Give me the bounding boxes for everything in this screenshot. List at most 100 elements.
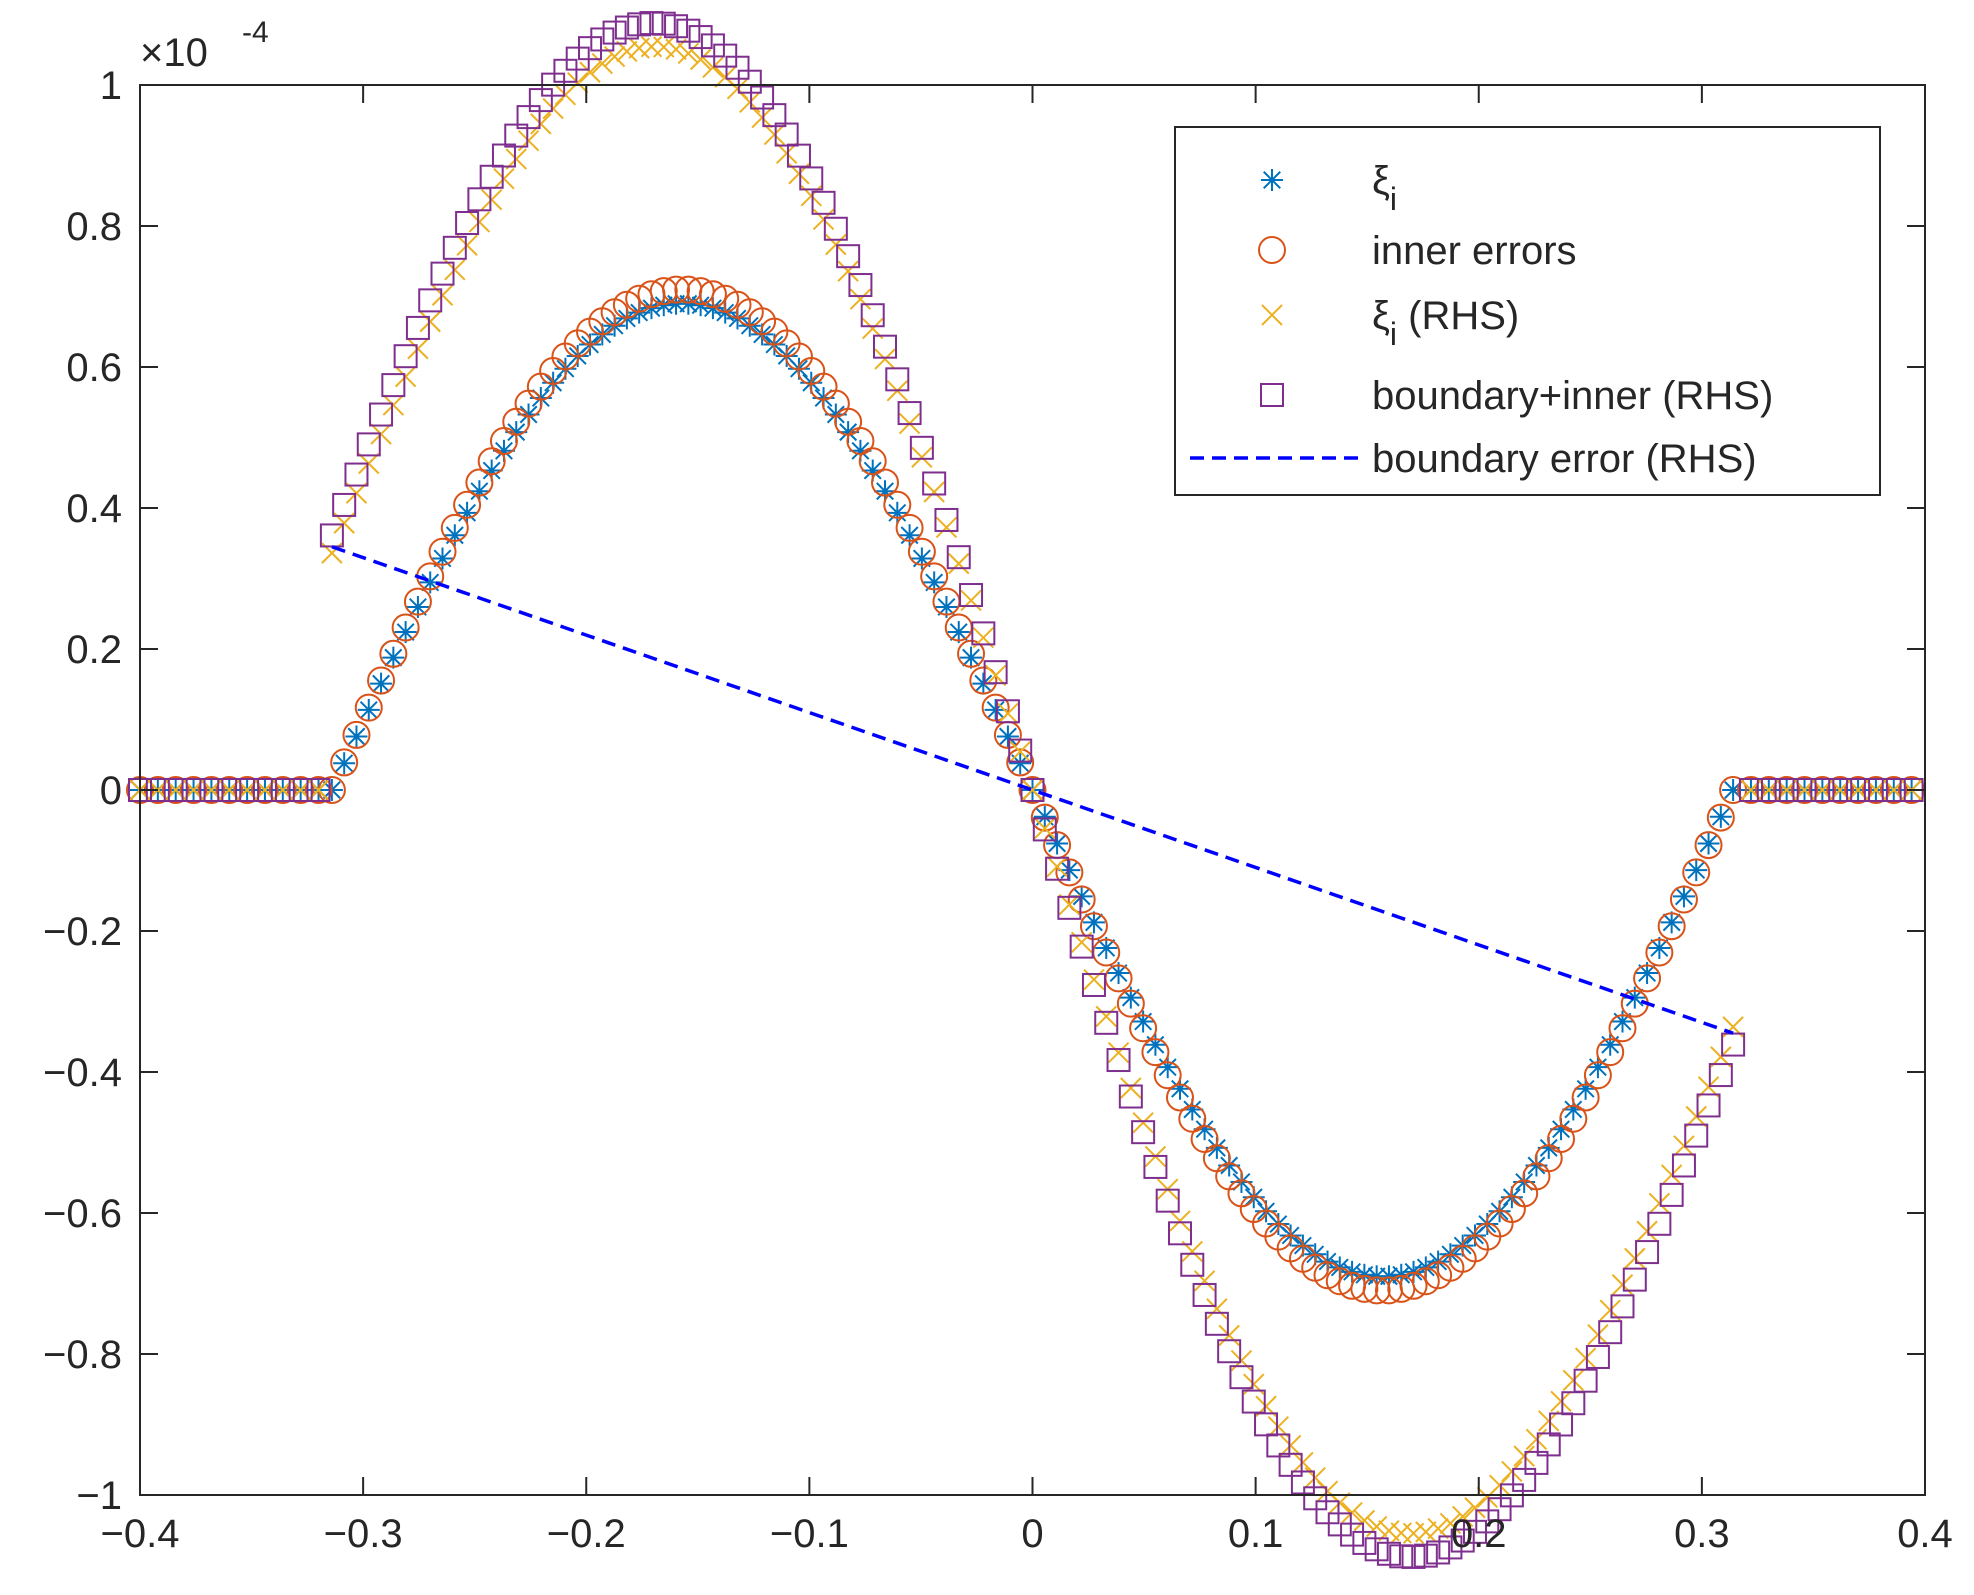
marker-stroke <box>911 446 933 469</box>
legend-label: boundary+inner (RHS) <box>1372 374 1773 418</box>
marker-stroke <box>739 91 761 114</box>
data-point-circle <box>1719 776 1748 804</box>
data-point-x <box>1009 740 1031 763</box>
data-point-square <box>934 507 959 532</box>
marker-square <box>491 143 516 168</box>
data-point-square <box>1696 1093 1721 1118</box>
data-point-square <box>381 373 406 398</box>
marker-square <box>1561 1391 1586 1416</box>
marker-stroke <box>1527 1156 1546 1175</box>
data-point-x <box>1267 1415 1290 1438</box>
data-point-x <box>702 56 724 79</box>
data-point-circle <box>957 639 986 668</box>
data-point-square <box>1241 1389 1266 1414</box>
marker-stroke <box>419 310 441 333</box>
data-point-x <box>1636 1220 1658 1242</box>
data-point-circle <box>698 280 727 309</box>
marker-stroke <box>839 423 858 442</box>
data-point-square <box>1774 778 1799 802</box>
data-point-circle <box>379 639 408 668</box>
marker-stroke <box>751 106 773 129</box>
marker-stroke <box>1169 1210 1191 1232</box>
legend-label-name: inner errors <box>1372 229 1577 273</box>
marker-square <box>762 103 787 128</box>
marker-stroke <box>456 234 478 257</box>
data-point-square <box>1290 1470 1315 1495</box>
data-point-x <box>689 48 712 71</box>
data-point-asterisk <box>443 524 466 547</box>
data-point-x <box>616 40 638 63</box>
marker-stroke <box>1048 834 1067 853</box>
data-point-square <box>762 103 787 128</box>
marker-square <box>971 621 996 646</box>
marker-stroke <box>382 394 405 416</box>
marker-stroke <box>1650 938 1669 957</box>
data-point-x <box>1550 1390 1572 1412</box>
marker-square <box>1774 778 1799 802</box>
data-point-square <box>873 334 898 359</box>
data-point-circle <box>1399 1271 1428 1300</box>
marker-stroke <box>862 317 884 340</box>
data-point-square <box>1475 1509 1500 1534</box>
marker-square <box>897 401 922 426</box>
data-point-x <box>948 552 970 575</box>
data-point-asterisk <box>1033 805 1056 828</box>
marker-circle <box>1258 236 1286 264</box>
marker-circle <box>1844 776 1873 804</box>
data-point-x <box>1095 1005 1117 1028</box>
marker-circle <box>662 275 691 304</box>
data-point-square <box>306 778 331 802</box>
marker-square <box>737 69 762 94</box>
data-point-square <box>1647 1211 1672 1236</box>
marker-stroke <box>1261 304 1283 326</box>
marker-stroke <box>567 71 589 94</box>
data-point-circle <box>1826 776 1855 804</box>
data-point-x <box>382 394 405 416</box>
data-point-x <box>579 61 601 83</box>
data-point-circle <box>1411 1267 1440 1296</box>
marker-stroke <box>1230 1349 1253 1372</box>
data-point-square <box>369 402 394 427</box>
legend-entry-2: ξi (RHS) <box>1261 294 1519 352</box>
data-point-square <box>1229 1365 1254 1390</box>
marker-stroke <box>1451 1505 1474 1528</box>
data-point-square <box>504 123 529 148</box>
marker-stroke <box>1439 1512 1462 1535</box>
data-point-x <box>1329 1492 1351 1514</box>
legend-label-name: ξ <box>1372 159 1390 203</box>
data-point-x <box>468 211 491 233</box>
marker-circle <box>342 720 371 749</box>
marker-stroke <box>616 40 638 63</box>
data-point-square <box>885 367 910 392</box>
data-point-circle <box>895 513 924 542</box>
data-point-square <box>332 492 357 517</box>
data-point-asterisk <box>996 725 1019 748</box>
data-point-circle <box>428 537 457 566</box>
marker-circle <box>233 776 262 804</box>
data-point-square <box>1635 1240 1660 1265</box>
marker-square <box>369 402 394 427</box>
marker-square <box>1585 1344 1610 1369</box>
marker-stroke <box>1674 887 1693 906</box>
data-point-x <box>923 481 945 503</box>
marker-stroke <box>1699 834 1718 853</box>
data-point-square <box>1217 1339 1242 1364</box>
data-point-x <box>1046 855 1068 878</box>
data-point-square <box>1032 817 1057 842</box>
data-point-asterisk <box>394 621 417 644</box>
data-point-circle <box>1790 776 1819 804</box>
marker-square <box>1081 972 1106 997</box>
marker-square <box>1635 1240 1660 1265</box>
marker-stroke <box>1464 1497 1486 1519</box>
legend-label-name: boundary error (RHS) <box>1372 437 1757 481</box>
data-point-x <box>763 123 786 146</box>
data-point-asterisk <box>357 698 380 721</box>
marker-stroke <box>691 296 710 315</box>
marker-stroke <box>851 441 870 460</box>
marker-stroke <box>1562 1369 1585 1391</box>
marker-square <box>922 471 947 496</box>
data-point-circle <box>858 447 887 476</box>
data-point-circle <box>179 776 208 804</box>
data-point-square <box>1524 1450 1549 1475</box>
data-point-square <box>1167 1221 1192 1246</box>
